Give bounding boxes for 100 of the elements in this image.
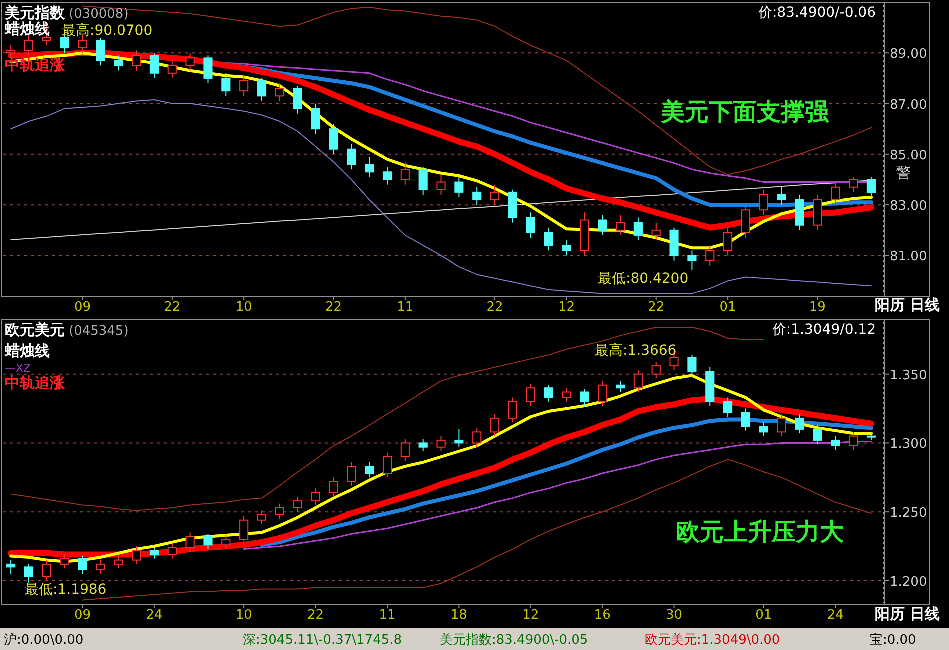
candlestick: [293, 86, 302, 114]
x-tick-label: 09: [74, 300, 92, 315]
candlestick: [204, 55, 213, 84]
x-tick-label: 18: [450, 608, 468, 623]
text: 沪:0.00\0.00: [4, 632, 84, 648]
candlestick: [472, 428, 482, 448]
text: 阳历 日线: [874, 605, 940, 623]
candlestick: [329, 124, 338, 155]
x-tick-label: 22: [164, 300, 181, 315]
candlestick: [329, 477, 338, 498]
candlestick: [490, 414, 500, 437]
annotation: 欧元上升压力大: [676, 518, 845, 546]
candlestick: [60, 554, 70, 570]
text: 宝:0.00: [870, 632, 916, 648]
x-tick-label: 24: [827, 608, 844, 623]
candlestick: [132, 546, 142, 565]
candlestick: [795, 414, 804, 434]
annotation: —XZ: [5, 362, 32, 375]
candlestick: [6, 560, 16, 575]
y-tick-label: 1.350: [890, 368, 928, 384]
candlestick: [168, 543, 177, 560]
candlestick: [472, 186, 482, 206]
candlestick: [400, 162, 410, 186]
candlestick: [42, 560, 52, 582]
candlestick: [580, 388, 590, 408]
candlestick: [777, 414, 786, 437]
candlestick: [418, 438, 428, 452]
y-tick-label: 1.300: [890, 437, 928, 452]
candlestick: [132, 50, 142, 72]
chart-title: 欧元美元: [5, 321, 65, 339]
candlestick: [562, 240, 572, 256]
candlestick: [6, 45, 16, 59]
candlestick: [634, 217, 643, 242]
candlestick: [454, 176, 464, 198]
candlestick: [96, 560, 106, 575]
chart-title: 美元指数: [4, 4, 66, 22]
candlestick: [759, 422, 768, 437]
candlestick: [222, 72, 231, 97]
annotation: 价:1.3049/0.12: [771, 322, 876, 338]
candlestick: [114, 556, 124, 570]
y-tick-label: 1.200: [890, 574, 928, 590]
candlestick: [634, 370, 643, 393]
candlestick: [454, 428, 464, 448]
candlestick: [848, 176, 858, 193]
candlestick: [382, 452, 392, 478]
candlestick: [24, 564, 34, 584]
annotation: 中轨追涨: [5, 374, 66, 392]
candlestick: [759, 189, 768, 216]
candlestick: [436, 436, 446, 452]
candlestick: [741, 204, 751, 239]
y-tick-label: 87.00: [890, 98, 928, 113]
candlestick: [257, 510, 267, 525]
x-tick-label: 10: [236, 608, 252, 623]
candlestick: [652, 361, 661, 379]
candlestick: [724, 397, 733, 418]
candlestick: [150, 547, 159, 560]
candlestick: [382, 166, 392, 186]
candlestick: [240, 516, 249, 544]
annotation: 蜡烛线: [4, 342, 50, 360]
x-tick-label: 19: [809, 300, 826, 315]
x-tick-label: 12: [558, 300, 576, 315]
candlestick: [222, 535, 231, 550]
candlestick: [114, 55, 124, 72]
candlestick: [78, 556, 88, 575]
candlestick: [365, 462, 374, 478]
annotation: 最低:1.1986: [25, 582, 107, 598]
x-tick-label: 10: [236, 300, 252, 315]
candlestick: [652, 222, 661, 242]
candlestick: [186, 52, 195, 72]
candlestick: [848, 432, 858, 451]
text: 深:3045.11\-0.37\1745.8: [243, 633, 402, 648]
x-tick-label: 12: [522, 608, 540, 623]
candlestick: [275, 503, 284, 520]
candlestick: [562, 388, 572, 402]
text: 美元指数:83.4900\-0.05: [440, 632, 588, 648]
y-tick-label: 89.00: [890, 47, 928, 62]
candlestick: [813, 424, 822, 446]
y-tick-label: 81.00: [890, 250, 928, 265]
candlestick: [741, 408, 751, 432]
candlestick: [526, 383, 536, 407]
candlestick: [688, 250, 697, 271]
candlestick: [436, 174, 446, 196]
candlestick: [168, 60, 177, 79]
candlestick: [400, 438, 410, 462]
candlestick: [24, 34, 34, 56]
candlestick: [544, 384, 554, 402]
candlestick: [706, 245, 715, 266]
x-tick-label: 01: [756, 608, 772, 623]
annotation: 最高:1.3666: [595, 343, 677, 359]
text: 欧元美元:1.3049\0.00: [645, 632, 780, 648]
candlestick: [240, 75, 249, 97]
candlestick: [688, 354, 697, 376]
chart-subtitle: (045345): [69, 324, 129, 339]
text: 警: [896, 164, 911, 182]
candlestick: [311, 488, 320, 506]
x-tick-label: 16: [594, 608, 611, 623]
candlestick: [311, 103, 320, 135]
candlestick: [418, 166, 428, 196]
candlestick: [616, 380, 626, 393]
candlestick: [544, 227, 554, 252]
